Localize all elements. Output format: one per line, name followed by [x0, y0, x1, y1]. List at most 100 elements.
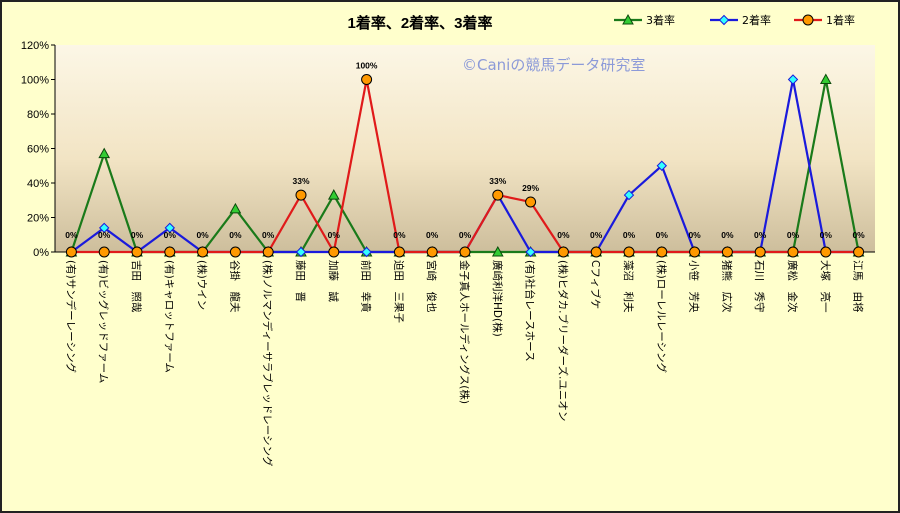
data-label: 33% — [292, 176, 309, 186]
x-tick-label: 大塚 亮一 — [819, 260, 832, 313]
y-tick-label: 100% — [21, 75, 49, 87]
data-label: 0% — [164, 230, 177, 240]
point-circle — [623, 246, 635, 258]
x-tick-label: 猪熊 広次 — [720, 260, 733, 313]
data-label: 0% — [98, 230, 111, 240]
data-label: 0% — [393, 230, 406, 240]
data-label: 0% — [328, 230, 341, 240]
y-tick-label: 0% — [33, 247, 49, 259]
legend-label: 2着率 — [742, 13, 771, 27]
point-diamond — [295, 246, 307, 258]
point-circle — [131, 246, 143, 258]
data-label: 0% — [590, 230, 603, 240]
point-circle — [459, 246, 471, 258]
point-circle — [492, 189, 504, 201]
data-label: 0% — [65, 230, 78, 240]
point-circle — [197, 246, 209, 258]
point-circle — [557, 246, 569, 258]
point-circle — [802, 14, 814, 26]
point-diamond — [361, 246, 372, 258]
data-label: 0% — [787, 230, 800, 240]
x-tick-label: (株)ヒダカ.ブリーダーズ.ユニオン — [556, 260, 569, 421]
x-tick-label: Cフィブケ — [589, 260, 602, 309]
data-label: 0% — [229, 230, 242, 240]
data-label: 0% — [721, 230, 734, 240]
y-tick-label: 120% — [21, 40, 49, 52]
x-tick-label: 江馬 由将 — [852, 260, 865, 313]
point-circle — [229, 246, 241, 258]
point-circle — [787, 246, 799, 258]
x-tick-label: (有)社台レースホース — [524, 260, 537, 362]
point-diamond — [623, 189, 635, 201]
point-circle — [590, 246, 602, 258]
legend-label: 1着率 — [826, 13, 855, 27]
point-circle — [525, 196, 537, 208]
point-circle — [328, 246, 340, 258]
x-tick-label: (株)ローレルレーシング — [655, 260, 668, 373]
point-circle — [164, 246, 176, 258]
point-circle — [295, 189, 307, 201]
legend-label: 3着率 — [646, 13, 675, 27]
y-axis: 0% 20% 40% 60% 80% 100% 120% — [21, 40, 56, 259]
data-label: 33% — [489, 176, 506, 186]
point-circle — [853, 246, 865, 258]
y-tick-label: 40% — [27, 178, 49, 190]
x-tick-label: 石川 秀守 — [753, 260, 766, 313]
x-tick-label: 小笹 芳央 — [688, 260, 701, 313]
data-label: 0% — [196, 230, 209, 240]
point-triangle — [622, 13, 634, 25]
point-circle — [689, 246, 701, 258]
point-triangle — [327, 189, 340, 200]
x-tick-label: 加藤 誠 — [327, 260, 340, 302]
x-tick-label: 藻沼 利夫 — [622, 260, 635, 313]
point-circle — [65, 246, 77, 258]
plot-area — [55, 45, 875, 252]
point-diamond — [787, 74, 799, 85]
point-circle — [721, 246, 733, 258]
point-diamond — [164, 222, 176, 234]
x-tick-label: (株)ノルマンディーサラブレッドレーシング — [261, 260, 274, 467]
data-label: 0% — [131, 230, 144, 240]
point-circle — [98, 246, 110, 258]
data-label: 0% — [426, 230, 439, 240]
chart-title: 1着率、2着率、3着率 — [347, 14, 492, 32]
data-label: 0% — [852, 230, 865, 240]
x-tick-label: (有)サンデーレーシング — [64, 260, 77, 373]
point-circle — [820, 246, 832, 258]
data-label: 100% — [356, 61, 378, 71]
data-label: 0% — [459, 230, 472, 240]
y-tick-label: 60% — [27, 144, 49, 156]
point-circle — [393, 246, 405, 258]
point-diamond — [98, 222, 110, 234]
x-tick-label: 宮崎 俊也 — [425, 260, 438, 313]
x-tick-label: (有)キャロットファーム — [163, 260, 176, 373]
x-tick-label: 谷掛 龍夫 — [228, 260, 241, 313]
x-tick-label: 廣松 金次 — [786, 260, 799, 313]
point-circle — [361, 74, 373, 85]
legend: 3着率 2着率 1着率 — [614, 13, 855, 27]
point-triangle — [98, 147, 111, 159]
data-label: 0% — [262, 230, 275, 240]
point-diamond — [656, 160, 668, 171]
x-tick-label: (株)ウイン — [196, 260, 209, 310]
x-tick-label: 藤田 晋 — [294, 260, 306, 302]
data-label: 0% — [623, 230, 636, 240]
x-tick-label: 前田 幸貴 — [360, 260, 373, 313]
x-tick-label: (有)ビッグレッドファーム — [97, 260, 110, 383]
point-diamond — [718, 14, 730, 26]
point-triangle — [819, 73, 832, 84]
point-circle — [754, 246, 766, 258]
y-tick-label: 20% — [27, 213, 49, 225]
data-label: 29% — [522, 183, 539, 193]
point-diamond — [525, 246, 536, 258]
point-triangle — [491, 245, 504, 257]
x-axis-labels: (有)サンデーレーシング (有)ビッグレッドファーム 吉田 照哉 (有)キャロットファ… — [55, 251, 875, 467]
x-tick-label: 迫田 三果子 — [392, 260, 405, 323]
y-tick-label: 80% — [27, 109, 49, 121]
data-label: 0% — [820, 230, 833, 240]
data-label: 0% — [754, 230, 767, 240]
series-circle — [65, 74, 865, 258]
series-layer — [65, 73, 865, 258]
